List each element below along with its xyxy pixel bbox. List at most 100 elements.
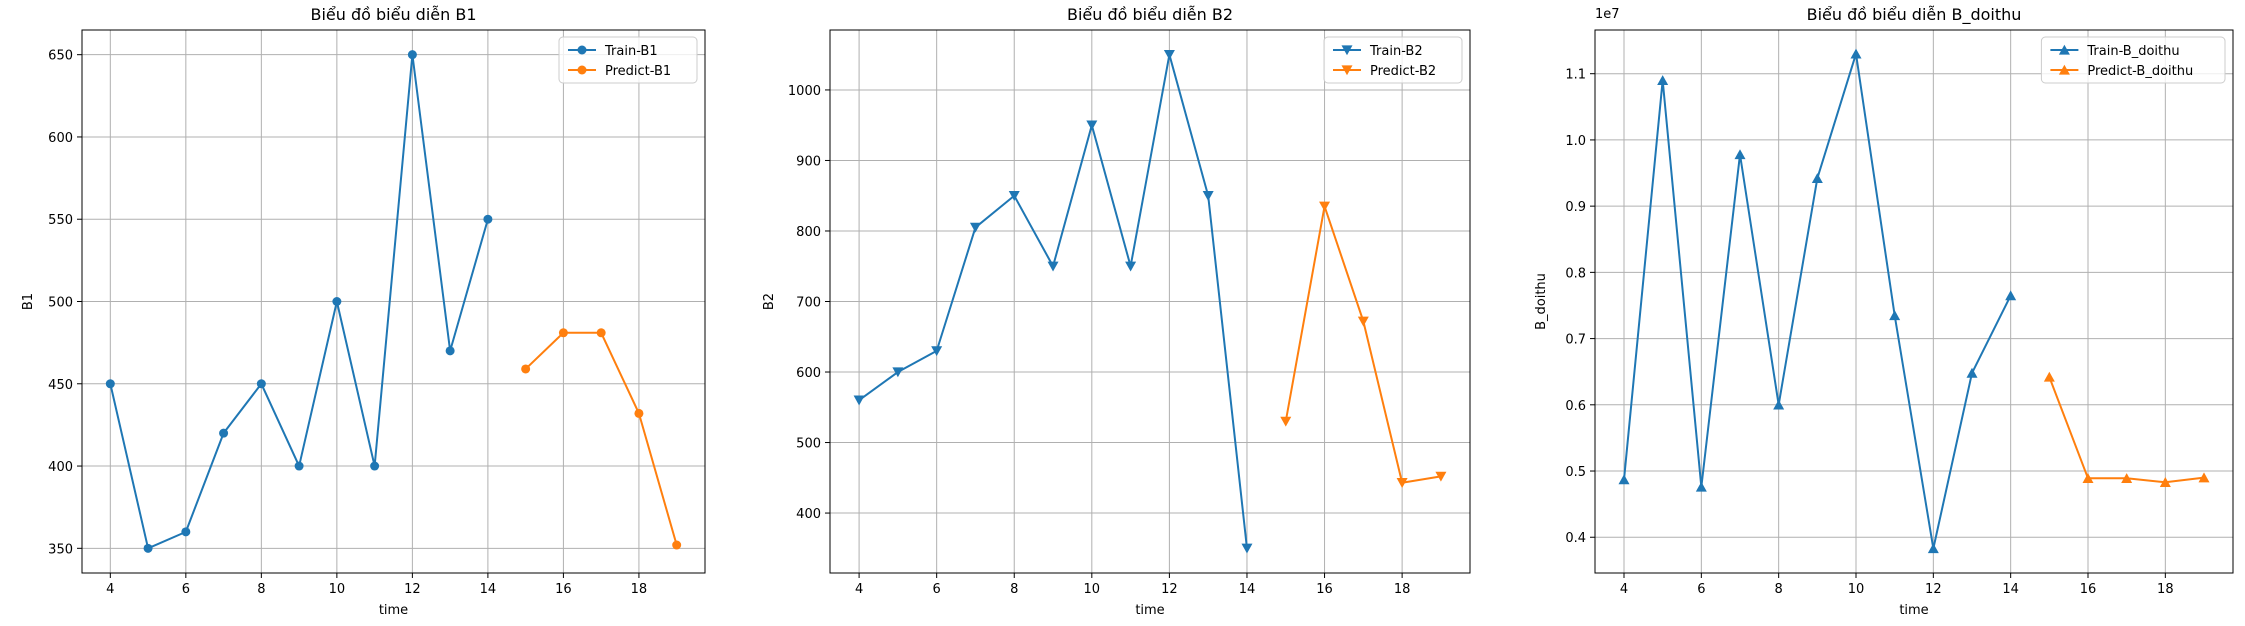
data-point xyxy=(1163,50,1175,60)
y-tick-label: 450 xyxy=(48,378,73,393)
series-line-2 xyxy=(524,331,678,546)
y-tick-label: 350 xyxy=(48,542,73,557)
y-axis-label: B2 xyxy=(762,293,777,310)
data-point xyxy=(1202,191,1214,201)
data-point xyxy=(1657,75,1669,86)
data-point xyxy=(596,328,606,338)
data-point xyxy=(445,346,455,356)
y-tick-label: 1.1 xyxy=(1565,68,1586,83)
x-tick-label: 12 xyxy=(404,582,421,597)
y-tick-label: 400 xyxy=(796,507,821,522)
data-point xyxy=(558,328,568,338)
data-point xyxy=(1047,261,1059,272)
y-tick-label: 400 xyxy=(48,460,73,475)
chart-panel-3: 4 6 8 10 12 14 16 18 0.4 0.5 0.6 0.7 0.8 0.9 1.0 1.1 1e7… xyxy=(1534,5,2234,618)
data-point xyxy=(143,543,153,553)
data-point xyxy=(1125,261,1137,272)
data-point xyxy=(2082,473,2094,483)
legend-label: Predict-B_doithu xyxy=(2087,64,2193,79)
x-tick-label: 16 xyxy=(1316,582,1333,597)
data-point xyxy=(2005,290,2017,301)
legend-marker xyxy=(2058,44,2070,55)
data-point xyxy=(1695,481,1707,492)
y-tick-label: 700 xyxy=(796,296,821,311)
y-tick-label: 550 xyxy=(48,213,73,228)
y-tick-label: 900 xyxy=(796,154,821,169)
data-point xyxy=(219,428,229,438)
data-point xyxy=(672,540,682,550)
data-point xyxy=(332,297,342,306)
x-tick-label: 18 xyxy=(1394,582,1411,597)
y-tick-label: 600 xyxy=(48,131,73,146)
chart-panel-2: 4 6 8 10 12 14 16 18 400 500 600 700 800 900 1000 Biểu … xyxy=(762,5,1471,618)
data-point xyxy=(1811,173,1823,184)
x-tick-label: 8 xyxy=(1010,582,1018,597)
chart-panel-1: 4 6 8 10 12 14 16 18 350 400 450 500 550 600 650 Biểu đ… xyxy=(21,5,706,618)
y-tick-label: 0.4 xyxy=(1565,531,1586,546)
x-tick-label: 4 xyxy=(106,582,114,597)
x-tick-label: 16 xyxy=(2080,582,2097,597)
y-tick-label: 0.9 xyxy=(1565,200,1586,215)
legend-frame xyxy=(1323,36,1463,84)
data-point xyxy=(2159,477,2171,487)
x-tick-label: 12 xyxy=(1925,582,1942,597)
y-axis-label: B_doithu xyxy=(1534,273,1549,330)
x-tick-label: 8 xyxy=(257,582,265,597)
x-tick-label: 8 xyxy=(1775,582,1783,597)
x-tick-label: 10 xyxy=(329,582,346,597)
data-point xyxy=(2198,472,2210,483)
y-tick-label: 650 xyxy=(48,49,73,64)
data-point xyxy=(2043,371,2055,382)
x-tick-label: 14 xyxy=(1239,582,1256,597)
x-tick-label: 14 xyxy=(2002,582,2019,597)
legend-label: Predict-B2 xyxy=(1370,64,1436,79)
chart-title: Biểu đồ biểu diễn B_doithu xyxy=(1807,5,2022,25)
legend-label: Train-B_doithu xyxy=(2086,44,2179,59)
legend-marker xyxy=(577,65,587,75)
data-point xyxy=(1889,310,1901,321)
data-point xyxy=(1773,399,1785,410)
legend-marker xyxy=(577,45,587,55)
data-point xyxy=(853,395,865,406)
data-point xyxy=(370,461,380,471)
data-point xyxy=(1396,478,1408,488)
x-axis-label: time xyxy=(1899,603,1928,618)
series-line-2 xyxy=(2048,376,2205,484)
data-point xyxy=(1319,201,1331,212)
data-point xyxy=(1008,191,1020,201)
data-point xyxy=(1241,543,1253,554)
legend: Train-B_doithu Predict-B_doithu xyxy=(2040,36,2226,84)
plot-frame xyxy=(1594,29,2234,574)
legend: Train-B2 Predict-B2 xyxy=(1323,36,1463,84)
data-point xyxy=(1927,543,1939,554)
x-tick-label: 4 xyxy=(1620,582,1628,597)
data-point xyxy=(892,367,904,378)
legend-label: Train-B1 xyxy=(604,44,658,59)
y-tick-label: 1.0 xyxy=(1565,134,1586,149)
y-tick-label: 800 xyxy=(796,225,821,240)
x-tick-label: 6 xyxy=(1697,582,1705,597)
y-tick-label: 0.6 xyxy=(1565,399,1586,414)
x-tick-label: 10 xyxy=(1084,582,1101,597)
y-tick-label: 500 xyxy=(48,296,73,311)
legend-label: Predict-B1 xyxy=(605,64,671,79)
data-point xyxy=(1850,48,1862,59)
series-line-1 xyxy=(1623,52,2012,550)
data-point xyxy=(1618,474,1630,485)
x-tick-label: 4 xyxy=(855,582,863,597)
y-tick-label: 1000 xyxy=(788,84,821,99)
y-offset-label: 1e7 xyxy=(1595,7,1620,22)
data-point xyxy=(969,222,981,233)
chart-title: Biểu đồ biểu diễn B1 xyxy=(310,5,476,24)
y-tick-label: 0.7 xyxy=(1565,333,1586,348)
data-point xyxy=(1086,120,1098,131)
legend-frame xyxy=(558,36,698,84)
data-point xyxy=(181,527,191,537)
legend-label: Train-B2 xyxy=(1369,44,1423,59)
x-tick-label: 6 xyxy=(933,582,941,597)
data-point xyxy=(2121,473,2133,483)
legend: Train-B1 Predict-B1 xyxy=(558,36,698,84)
data-point xyxy=(294,461,304,471)
y-tick-label: 600 xyxy=(796,366,821,381)
legend-marker xyxy=(1341,65,1353,76)
